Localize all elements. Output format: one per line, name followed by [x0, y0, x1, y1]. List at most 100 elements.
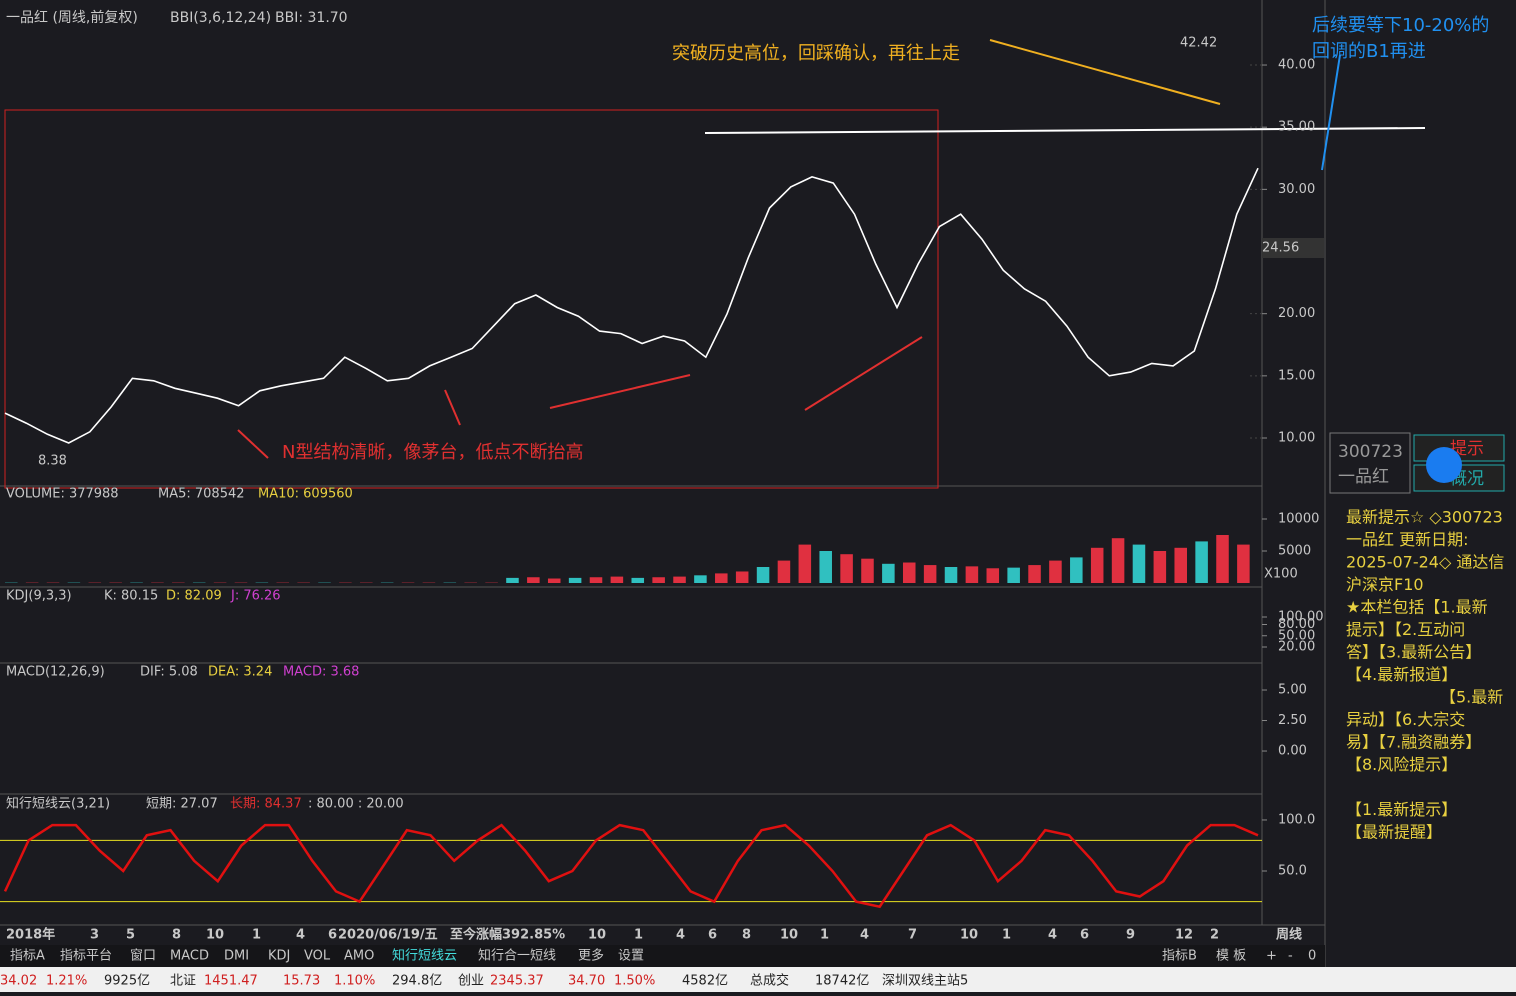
status-item: 北证 — [170, 974, 196, 989]
status-item: 深圳双线主站5 — [882, 974, 968, 989]
low-label: 8.38 — [38, 454, 67, 469]
x-axis-label: 12 — [1175, 928, 1193, 943]
x-axis-label: 4 — [676, 928, 685, 943]
volume-bar — [632, 578, 645, 583]
tab[interactable]: 模 板 — [1216, 949, 1246, 964]
status-item: 1.21% — [46, 974, 87, 989]
x-axis-label: 4 — [296, 928, 305, 943]
tab[interactable]: VOL — [304, 949, 331, 964]
side-text: 异动】【6.大宗交 — [1346, 710, 1465, 729]
volume-unit: X100 — [1264, 567, 1298, 582]
x-axis-label: 10 — [780, 928, 798, 943]
volume-bar — [673, 577, 686, 583]
side-text: 沪深京F10 — [1346, 575, 1424, 594]
y-tick-label: 10000 — [1278, 512, 1319, 527]
tab[interactable]: DMI — [224, 949, 249, 964]
volume-bar — [757, 567, 770, 583]
x-axis-label: 至今涨幅392.85% — [450, 927, 565, 943]
side-text: 提示】【2.互动问 — [1346, 620, 1465, 639]
app-icon[interactable] — [1426, 447, 1462, 483]
side-text: 【4.最新报道】 — [1346, 665, 1457, 684]
tab[interactable]: 指标B — [1162, 949, 1197, 964]
status-item: 2345.37 — [490, 974, 544, 989]
side-text: 【5.最新 — [1440, 688, 1503, 707]
volume-bar — [1007, 568, 1020, 583]
tab[interactable]: 窗口 — [130, 948, 156, 964]
volume-bar — [987, 568, 1000, 583]
status-item: 34.02 — [0, 974, 37, 989]
x-axis-label: 6 — [328, 928, 337, 943]
x-axis-label: 10 — [206, 928, 224, 943]
x-axis-label: 1 — [820, 928, 829, 943]
y-tick-label: 2.50 — [1278, 713, 1307, 728]
status-item: 15.73 — [283, 974, 320, 989]
kdj-j: J: 76.26 — [230, 589, 281, 604]
x-axis-label: 1 — [634, 928, 643, 943]
tab[interactable]: - — [1288, 949, 1293, 964]
tab[interactable]: KDJ — [268, 949, 290, 964]
macd-value: MACD: 3.68 — [283, 665, 359, 680]
tab[interactable]: 知行短线云 — [392, 948, 457, 964]
y-tick-label: 35.00 — [1278, 120, 1315, 135]
volume-label: VOLUME: 377988 — [6, 487, 119, 502]
y-tick-label: 10.00 — [1278, 431, 1315, 446]
volume-bar — [840, 554, 853, 583]
volume-bar — [819, 551, 832, 583]
status-item: 9925亿 — [104, 974, 150, 989]
status-item: 1.10% — [334, 974, 375, 989]
tab[interactable]: 指标平台 — [60, 949, 112, 964]
y-tick-label: 30.00 — [1278, 182, 1315, 197]
volume-bar — [1112, 538, 1125, 583]
title: 一品红 (周线,前复权) — [6, 9, 138, 26]
x-axis-label: 2020/06/19/五 — [338, 928, 438, 943]
volume-bar — [506, 578, 519, 583]
volume-bar — [966, 566, 979, 583]
status-item: 1.50% — [614, 974, 655, 989]
side-text: 【1.最新提示】 — [1346, 800, 1457, 819]
volume-bar — [1133, 545, 1146, 583]
volume-bar — [652, 577, 665, 583]
x-axis-label: 周线 — [1276, 927, 1302, 943]
side-text: 一品红 更新日期: — [1346, 530, 1468, 549]
tab[interactable]: + — [1266, 949, 1277, 964]
volume-bar — [1216, 535, 1229, 583]
volume-bar — [1154, 551, 1167, 583]
tab[interactable]: 更多 — [578, 948, 604, 964]
x-axis-label: 4 — [1048, 928, 1057, 943]
status-item: 总成交 — [750, 973, 789, 989]
volume-bar — [861, 559, 874, 583]
volume-bar — [590, 577, 603, 583]
kdj-d: D: 82.09 — [166, 589, 222, 604]
x-axis-label: 9 — [1126, 928, 1135, 943]
side-name: 一品红 — [1338, 467, 1389, 487]
tab[interactable]: AMO — [344, 949, 374, 964]
volume-bar — [548, 579, 561, 583]
annotation: 后续要等下10-20%的 — [1312, 15, 1489, 36]
tab[interactable]: 指标A — [10, 949, 45, 964]
volume-bar — [1174, 548, 1187, 583]
side-text: 【8.风险提示】 — [1346, 755, 1457, 774]
y-tick-label: 15.00 — [1278, 368, 1315, 383]
status-item: 18742亿 — [815, 974, 869, 989]
x-axis-label: 8 — [742, 928, 751, 943]
x-axis-label: 1 — [1002, 928, 1011, 943]
tab[interactable]: 0 — [1308, 949, 1316, 964]
y-tick-label: 5000 — [1278, 544, 1311, 559]
volume-bar — [527, 577, 540, 583]
y-tick-label: 100.0 — [1278, 812, 1315, 827]
x-axis-label: 10 — [588, 928, 606, 943]
tab[interactable]: 设置 — [618, 949, 644, 964]
tab[interactable]: 知行合一短线 — [478, 948, 556, 964]
status-item: 4582亿 — [682, 974, 728, 989]
side-text: 易】【7.融资融券】 — [1346, 733, 1481, 752]
y-tick-label: 5.00 — [1278, 683, 1307, 698]
volume-bar — [924, 565, 937, 583]
side-text: ★本栏包括【1.最新 — [1346, 598, 1488, 617]
x-axis-label: 5 — [126, 928, 135, 943]
x-axis-label: 10 — [960, 928, 978, 943]
side-text: 最新提示☆ ◇300723 — [1346, 508, 1503, 527]
volume-bar — [1195, 541, 1208, 583]
zx-long: 长期: 84.37 — [230, 797, 302, 812]
macd-dif: DIF: 5.08 — [140, 665, 198, 680]
tab[interactable]: MACD — [170, 949, 209, 964]
